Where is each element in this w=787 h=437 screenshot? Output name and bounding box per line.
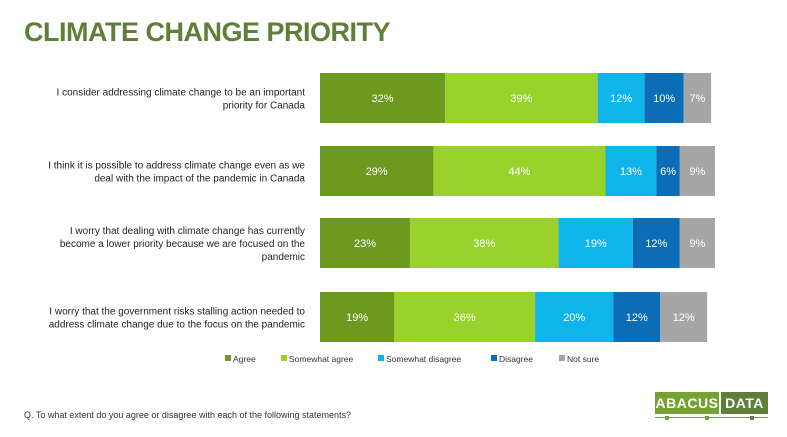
bar-segment xyxy=(320,292,395,342)
data-label: 29% xyxy=(366,166,388,178)
data-label: 9% xyxy=(689,166,705,178)
data-label: 19% xyxy=(346,312,368,324)
category-label: I think it is possible to address climat… xyxy=(48,161,305,185)
logo-left-text: ABACUS xyxy=(655,392,719,414)
bars-layer: 32% 39% 12% 10% 7% 29% 44% 13% 6% 9% 23% 38% 19% 12% 9… xyxy=(320,73,715,342)
legend-swatch xyxy=(281,355,287,361)
bar-segment xyxy=(409,218,559,268)
logo-ticks-decoration xyxy=(655,416,768,420)
bar-segment xyxy=(320,218,410,268)
bar-segment xyxy=(394,292,536,342)
category-labels-layer: I consider addressing climate change to … xyxy=(48,88,305,331)
bar-segment xyxy=(679,146,715,196)
data-label: 12% xyxy=(626,312,648,324)
data-label: 20% xyxy=(563,312,585,324)
chart-title: CLIMATE CHANGE PRIORITY xyxy=(24,17,391,47)
bar-segment xyxy=(320,73,446,123)
legend-label: Somewhat agree xyxy=(289,354,354,364)
bar-segment xyxy=(656,146,680,196)
data-label: 12% xyxy=(673,312,695,324)
bar-segment xyxy=(632,218,680,268)
category-label: I consider addressing climate change to … xyxy=(57,88,306,112)
bar-segment xyxy=(660,292,708,342)
data-label: 38% xyxy=(473,238,495,250)
legend-label: Agree xyxy=(233,354,256,364)
bar-segment xyxy=(679,218,715,268)
bar-segment xyxy=(597,73,645,123)
abacus-data-logo: ABACUS DATA xyxy=(655,392,768,422)
legend-swatch xyxy=(559,355,565,361)
data-label: 39% xyxy=(510,93,532,105)
legend-item: Disagree xyxy=(491,354,533,364)
category-label: I worry that the government risks stalli… xyxy=(49,307,306,331)
legend: Agree Somewhat agree Somewhat disagree Disa… xyxy=(225,354,599,364)
data-label: 23% xyxy=(354,238,376,250)
legend-swatch xyxy=(491,355,497,361)
bar-segment xyxy=(683,73,712,123)
logo-right-text: DATA xyxy=(721,392,768,414)
legend-swatch xyxy=(225,355,231,361)
data-label: 32% xyxy=(372,93,394,105)
legend-swatch xyxy=(378,355,384,361)
legend-label: Disagree xyxy=(499,354,533,364)
legend-item: Not sure xyxy=(559,354,599,364)
data-label: 13% xyxy=(620,166,642,178)
bar-segment xyxy=(644,73,684,123)
bar-segment xyxy=(445,73,598,123)
data-label: 36% xyxy=(454,312,476,324)
legend-item: Somewhat agree xyxy=(281,354,354,364)
data-label: 12% xyxy=(610,93,632,105)
legend-item: Somewhat disagree xyxy=(378,354,461,364)
bar-segment xyxy=(433,146,606,196)
bar-segment xyxy=(535,292,614,342)
legend-label: Not sure xyxy=(567,354,599,364)
data-label: 19% xyxy=(585,238,607,250)
data-label: 10% xyxy=(653,93,675,105)
legend-label: Somewhat disagree xyxy=(386,354,461,364)
footnote: Q. To what extent do you agree or disagr… xyxy=(24,410,352,420)
data-label: 44% xyxy=(508,166,530,178)
bar-segment xyxy=(320,146,434,196)
data-label: 6% xyxy=(660,166,676,178)
data-label: 9% xyxy=(689,238,705,250)
bar-segment xyxy=(558,218,633,268)
data-label: 12% xyxy=(645,238,667,250)
category-label: I worry that dealing with climate change… xyxy=(60,226,306,263)
data-label: 7% xyxy=(689,93,705,105)
legend-item: Agree xyxy=(225,354,256,364)
bar-segment xyxy=(613,292,661,342)
bar-segment xyxy=(605,146,657,196)
